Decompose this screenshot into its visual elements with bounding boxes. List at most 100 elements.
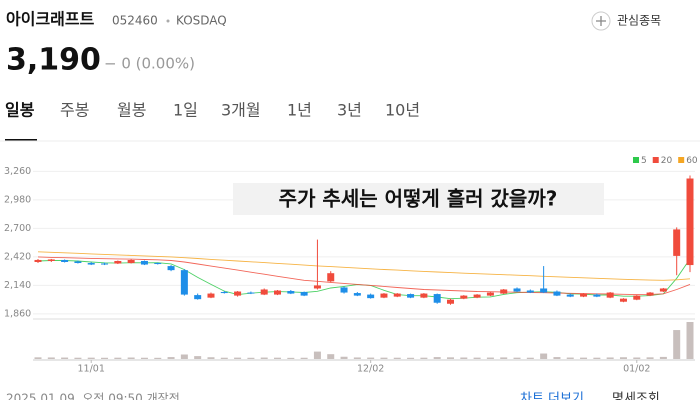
candle-body — [47, 259, 55, 261]
volume-bar — [446, 357, 454, 359]
candle-body — [646, 292, 654, 296]
annotation: 주가 추세는 어떻게 흘러 갔을까? — [279, 187, 558, 211]
volume-bar — [407, 357, 415, 359]
candle-body — [140, 260, 148, 265]
ma-line — [37, 251, 691, 281]
volume-bar — [420, 357, 428, 359]
volume-bar — [34, 357, 42, 359]
more-link[interactable]: 차트 더보기 — [520, 392, 584, 400]
volume-bar — [47, 357, 55, 359]
candle-body — [593, 294, 601, 297]
tab[interactable]: 주봉 — [60, 101, 89, 120]
tab[interactable]: 일봉 — [5, 101, 35, 120]
candle-body — [207, 293, 215, 298]
volume-bar — [247, 357, 255, 359]
candle-body — [220, 292, 228, 294]
candle-body — [513, 288, 521, 292]
candle-body — [393, 293, 401, 297]
candle-body — [407, 294, 415, 298]
candle-body — [633, 295, 641, 300]
candle-body — [367, 294, 375, 299]
stock-name: 아이크래프트 — [6, 10, 95, 29]
volume-bar — [380, 357, 388, 359]
legend-label: 5 — [641, 156, 647, 166]
tabs: 일봉 주봉 월봉 1일 3개월 1년 3년 10년 — [5, 101, 420, 120]
legend-swatch — [678, 157, 685, 163]
volume-bar — [101, 357, 109, 359]
plus — [596, 16, 606, 26]
volume-bar — [167, 357, 175, 359]
x-tick-label: 12/02 — [357, 364, 384, 375]
volume-bar — [340, 356, 348, 359]
volume-bar — [61, 357, 69, 359]
candle-body — [167, 266, 175, 271]
volume-bar — [553, 357, 561, 359]
watch-button[interactable]: 관심종목 — [591, 11, 661, 31]
volume-bar — [659, 356, 667, 359]
volume-bar — [433, 357, 441, 359]
annotation-bg — [233, 183, 604, 215]
volume-bar — [367, 357, 375, 359]
candle-body — [619, 298, 627, 302]
candle-body — [313, 285, 321, 289]
change: − 0 (0.00%) — [104, 55, 195, 73]
candle-body — [340, 287, 348, 293]
detail-link[interactable]: 명세조회 — [612, 392, 660, 400]
volume-bar — [194, 356, 202, 359]
tab[interactable]: 1년 — [287, 101, 312, 120]
candle-body — [154, 263, 162, 265]
volume-bar — [633, 357, 641, 359]
tab[interactable]: 10년 — [385, 101, 420, 120]
volume-bar — [473, 357, 481, 359]
ma-line — [37, 256, 691, 296]
watch-label[interactable]: 관심종목 — [617, 14, 661, 28]
volume-bar — [74, 357, 82, 359]
tab[interactable]: 월봉 — [117, 101, 146, 120]
volume-bar — [274, 357, 282, 359]
price: 3,190 — [6, 43, 101, 78]
volume-bar — [540, 353, 548, 359]
candle-body — [180, 270, 188, 295]
legend-label: 60 — [686, 156, 698, 166]
candle-body — [540, 288, 548, 293]
candle-body — [433, 294, 441, 303]
volume-bar — [393, 357, 401, 359]
candle-body — [580, 293, 588, 297]
candle-body — [606, 292, 614, 298]
volume-bar — [207, 357, 215, 359]
y-tick-label: 3,260 — [4, 166, 31, 177]
candle-body — [300, 292, 308, 296]
candle-body — [473, 294, 481, 298]
candle-body — [380, 293, 388, 298]
candle-body — [234, 291, 242, 296]
volume-bar — [513, 357, 521, 359]
volume-bar — [313, 351, 321, 359]
x-tick-label: 01/02 — [623, 364, 650, 375]
volume-bar — [260, 357, 268, 359]
y-tick-label: 2,700 — [4, 223, 31, 234]
candle-body — [420, 293, 428, 298]
volume-bar — [460, 357, 468, 359]
volume-bar — [566, 357, 574, 359]
x-tick-label: 11/01 — [78, 364, 105, 375]
candle-body — [260, 289, 268, 295]
market: KOSDAQ — [176, 14, 227, 28]
candle-body — [460, 295, 468, 299]
y-tick-label: 2,420 — [4, 251, 31, 262]
legend-label: 20 — [661, 156, 673, 166]
candle-body — [526, 290, 534, 293]
stock-code: 052460 — [112, 14, 158, 28]
candle-body — [127, 259, 135, 264]
volume-bar — [114, 357, 122, 359]
candle-body — [194, 295, 202, 300]
tab[interactable]: 3개월 — [221, 101, 261, 120]
tab[interactable]: 3년 — [337, 101, 362, 120]
candle-body — [34, 259, 42, 262]
volume-bar — [353, 357, 361, 359]
candle-body — [673, 229, 681, 256]
volume-bar — [486, 357, 494, 359]
candle-body — [101, 263, 109, 265]
legend-swatch — [633, 157, 639, 163]
tab[interactable]: 1일 — [173, 101, 198, 120]
